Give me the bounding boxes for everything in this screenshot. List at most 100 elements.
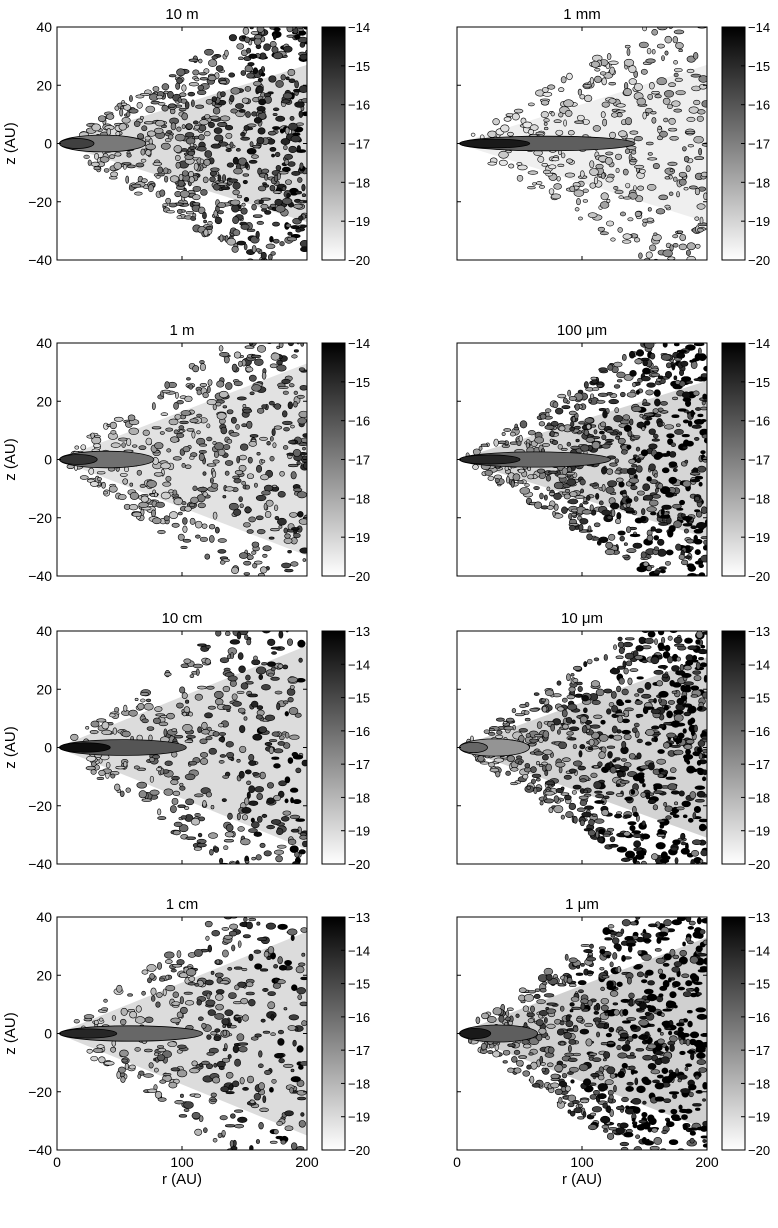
speckle	[642, 367, 651, 375]
speckle	[605, 176, 614, 183]
speckle	[287, 611, 295, 617]
speckle	[656, 77, 667, 86]
speckle	[214, 1013, 225, 1020]
speckle	[661, 504, 672, 510]
speckle	[601, 77, 607, 86]
speckle	[569, 491, 578, 498]
speckle	[603, 795, 610, 800]
speckle	[172, 964, 183, 968]
speckle	[126, 438, 132, 447]
speckle	[620, 998, 631, 1003]
speckle	[486, 1016, 497, 1023]
speckle	[182, 525, 188, 533]
speckle	[288, 614, 293, 620]
speckle	[651, 234, 662, 242]
speckle	[589, 724, 601, 729]
speckle	[660, 486, 671, 495]
speckle	[669, 451, 677, 458]
speckle	[260, 474, 269, 481]
speckle	[129, 482, 134, 487]
speckle	[287, 549, 292, 554]
speckle	[539, 184, 545, 189]
speckle	[609, 502, 620, 510]
speckle	[284, 568, 294, 573]
speckle	[289, 596, 293, 603]
speckle	[553, 805, 564, 814]
speckle	[259, 584, 269, 589]
speckle	[218, 345, 224, 352]
speckle	[633, 237, 641, 243]
speckle	[241, 967, 248, 972]
speckle	[670, 790, 680, 795]
speckle	[291, 751, 299, 757]
colorbar-tick-label: −13	[748, 624, 770, 639]
speckle	[618, 677, 625, 685]
x-tick-label: 100	[170, 1154, 194, 1170]
speckle	[574, 207, 580, 212]
panel-title: 10 μm	[561, 610, 603, 627]
speckle	[664, 35, 673, 44]
core-inner	[59, 1028, 118, 1039]
speckle	[576, 807, 586, 813]
colorbar-tick-label: −14	[348, 20, 370, 35]
speckle	[696, 322, 700, 325]
speckle	[181, 112, 188, 121]
speckle	[241, 202, 246, 207]
speckle	[164, 672, 172, 677]
speckle	[629, 533, 641, 538]
speckle	[663, 953, 672, 961]
speckle	[238, 56, 244, 61]
speckle	[297, 511, 304, 518]
speckle	[656, 1074, 664, 1079]
speckle	[501, 432, 506, 436]
speckle	[687, 925, 695, 930]
speckle	[702, 1082, 707, 1090]
speckle	[243, 197, 250, 202]
speckle	[700, 536, 707, 540]
speckle	[246, 780, 252, 786]
speckle	[297, 28, 304, 32]
speckle	[652, 494, 661, 499]
speckle	[258, 1162, 268, 1167]
speckle	[689, 1151, 695, 1155]
speckle	[596, 399, 606, 404]
colorbar-tick-label: −17	[748, 757, 770, 772]
speckle	[681, 611, 688, 615]
speckle	[238, 575, 243, 576]
speckle	[556, 176, 561, 182]
speckle	[242, 1086, 249, 1091]
speckle	[623, 58, 635, 67]
speckle	[573, 189, 585, 197]
plot-area	[457, 27, 707, 260]
speckle	[291, 12, 295, 18]
speckle	[581, 725, 588, 734]
speckle	[254, 358, 264, 366]
speckle	[296, 1089, 307, 1096]
speckle	[648, 443, 658, 450]
speckle	[184, 395, 193, 403]
speckle	[554, 1064, 564, 1073]
speckle	[191, 99, 195, 108]
speckle	[299, 162, 304, 170]
speckle	[693, 805, 702, 813]
speckle	[558, 112, 564, 118]
speckle	[168, 418, 179, 426]
speckle	[255, 854, 262, 861]
speckle	[470, 132, 476, 137]
speckle	[488, 731, 496, 736]
speckle	[251, 700, 259, 708]
speckle	[101, 721, 110, 730]
speckle	[670, 744, 681, 748]
speckle	[673, 29, 685, 35]
colorbar-tick-label: −15	[348, 977, 370, 992]
speckle	[667, 583, 670, 588]
speckle	[671, 332, 680, 336]
speckle	[281, 99, 291, 104]
speckle	[494, 478, 500, 483]
y-tick-label: 20	[36, 681, 52, 697]
speckle	[600, 997, 609, 1005]
speckle	[178, 429, 184, 433]
speckle	[607, 480, 618, 488]
speckle	[222, 1048, 228, 1052]
speckle	[518, 735, 525, 743]
